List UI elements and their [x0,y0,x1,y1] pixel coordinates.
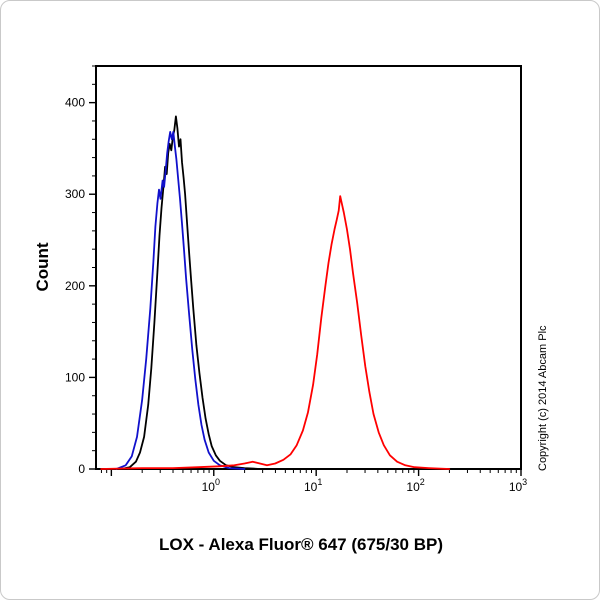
y-axis-title: Count [33,242,52,292]
black-curve [120,115,261,470]
x-tick-label: 101 [304,477,322,494]
y-tick-label: 0 [78,462,85,476]
y-tick-label: 100 [65,370,85,384]
x-tick-label: 103 [509,477,527,494]
x-axis-title: LOX - Alexa Fluor® 647 (675/30 BP) [159,535,443,554]
y-tick-label: 400 [65,96,85,110]
blue-curve [115,130,246,470]
y-tick-label: 300 [65,187,85,201]
copyright-text: Copyright (c) 2014 Abcam Plc [537,325,549,471]
x-tick-label: 100 [202,477,220,494]
red-curve [100,195,451,470]
y-tick-label: 200 [65,279,85,293]
x-tick-label: 102 [406,477,424,494]
